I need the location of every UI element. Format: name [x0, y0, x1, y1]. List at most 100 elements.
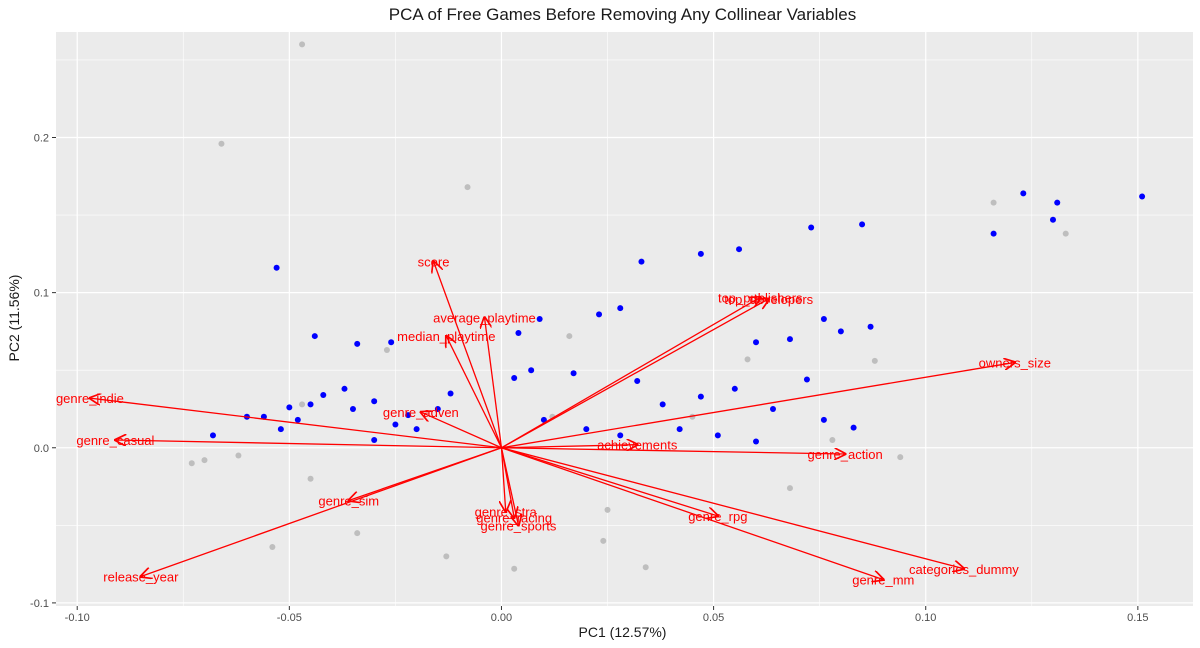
blue-point: [769, 405, 776, 412]
grey-point: [383, 347, 390, 354]
blue-point: [1054, 199, 1061, 206]
blue-point: [515, 329, 522, 336]
blue-point: [697, 250, 704, 257]
grey-point: [600, 537, 607, 544]
loading-arrow: [501, 447, 845, 454]
axis-ticks: -0.10 -0.05 0.00 0.05 0.10 0.15 -0.1 0.0 0.1 0.2: [30, 132, 1149, 624]
grey-point: [307, 475, 314, 482]
grey-point: [829, 437, 836, 444]
grey-point: [201, 457, 208, 464]
grey-point: [218, 140, 225, 147]
x-axis-label: PC1 (12.57%): [578, 624, 667, 640]
loading-arrow: [141, 447, 502, 577]
loading-label: genre_casual: [76, 433, 154, 448]
loading-label: genre_racing: [476, 511, 552, 526]
loading-label: genre_rpg: [688, 509, 747, 524]
y-tick-label: 0.0: [34, 443, 49, 455]
blue-point: [392, 421, 399, 428]
y-tick-label: 0.1: [34, 288, 49, 300]
blue-point: [867, 323, 874, 330]
grey-point: [566, 333, 573, 340]
y-tick-label: -0.1: [30, 598, 49, 610]
blue-point: [850, 424, 857, 431]
loading-arrow: [501, 445, 637, 448]
loading-label: genre_sports: [480, 518, 556, 533]
grey-point: [354, 530, 361, 537]
blue-point: [617, 305, 624, 312]
loading-label: top_publishers: [718, 290, 803, 305]
loading-arrow: [501, 447, 963, 569]
y-tick-label: 0.2: [34, 132, 49, 144]
loading-label: owners_size: [979, 355, 1051, 370]
blue-point: [349, 405, 356, 412]
blue-point: [341, 385, 348, 392]
blue-point: [371, 437, 378, 444]
loading-label: top_developers: [724, 292, 813, 307]
loading-arrow: [501, 447, 883, 580]
x-tick-label: -0.05: [277, 612, 302, 624]
loading-arrows: score average_playtime median_playtime top_…: [56, 255, 1051, 588]
blue-point: [209, 432, 216, 439]
x-tick-label: 0.15: [1127, 612, 1148, 624]
blue-point: [371, 398, 378, 405]
blue-point: [511, 374, 518, 381]
blue-point: [388, 339, 395, 346]
loading-label: genre_mm: [852, 573, 914, 588]
blue-point: [697, 393, 704, 400]
blue-point: [307, 401, 314, 408]
blue-point: [447, 390, 454, 397]
blue-point: [311, 333, 318, 340]
x-tick-label: 0.00: [491, 612, 512, 624]
blue-point: [583, 426, 590, 433]
blue-point: [786, 336, 793, 343]
grey-point: [897, 454, 904, 461]
score-points: [188, 41, 1146, 572]
blue-point: [714, 432, 721, 439]
loading-label: genre_stra: [475, 504, 538, 519]
blue-point: [753, 339, 760, 346]
loading-arrow: [501, 297, 760, 449]
blue-point: [260, 413, 267, 420]
loading-arrow: [115, 440, 502, 449]
plot-panel: [56, 32, 1193, 606]
blue-point: [753, 438, 760, 445]
chart-title: PCA of Free Games Before Removing Any Co…: [388, 5, 857, 24]
grey-point: [642, 564, 649, 571]
blue-point: [528, 367, 535, 374]
blue-point: [859, 221, 866, 228]
blue-point: [540, 416, 547, 423]
grey-point: [744, 356, 751, 363]
loading-arrow: [500, 447, 518, 526]
blue-point: [1049, 216, 1056, 223]
x-tick-label: 0.05: [703, 612, 724, 624]
blue-point: [286, 404, 293, 411]
loading-label: release_year: [103, 570, 179, 585]
blue-point: [320, 392, 327, 399]
grey-point: [786, 485, 793, 492]
x-tick-label: -0.10: [65, 612, 90, 624]
blue-point: [820, 316, 827, 322]
x-tick-label: 0.10: [915, 612, 936, 624]
blue-point: [596, 311, 603, 318]
blue-point: [1020, 190, 1027, 197]
blue-point: [405, 412, 412, 419]
loading-arrow: [90, 398, 502, 449]
blue-point: [990, 230, 997, 237]
grey-point: [1062, 230, 1069, 237]
grey-point: [269, 544, 276, 551]
blue-point: [820, 416, 827, 423]
loading-label: score: [418, 255, 450, 270]
blue-point: [837, 328, 844, 335]
loading-label: genre_indie: [56, 391, 124, 406]
grey-point: [464, 184, 471, 191]
blue-point: [634, 378, 641, 385]
blue-point: [294, 416, 301, 423]
blue-point: [1139, 193, 1146, 200]
y-axis-label: PC2 (11.56%): [6, 274, 22, 362]
blue-point: [413, 426, 420, 433]
grey-point: [299, 41, 306, 48]
loading-arrow: [501, 299, 768, 449]
blue-point: [638, 258, 645, 265]
grey-point: [990, 199, 997, 206]
